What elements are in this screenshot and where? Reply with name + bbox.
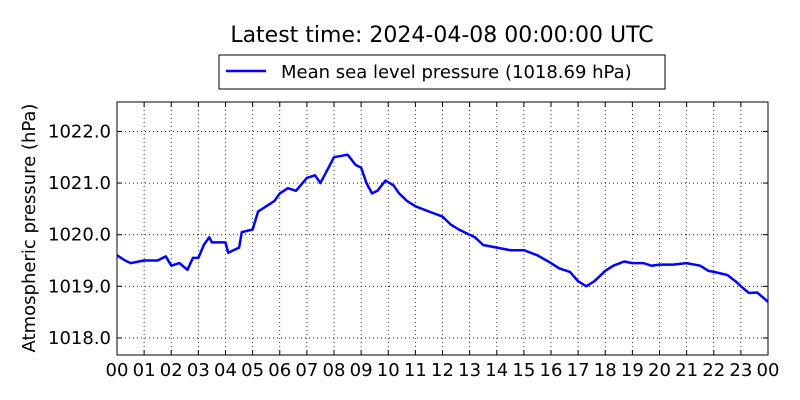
axis-ticks: 00 01 02 03 04 05 06 07 08 09 10 11 12 13 14 15 16 17 18 19…: [48, 102, 779, 381]
series-line-mean-sea-level-pressure: [116, 153, 769, 303]
legend-box: [218, 54, 666, 90]
grid: [116, 102, 769, 355]
y-tick-label: 1018.0: [48, 328, 111, 349]
y-tick-label: 1022.0: [48, 121, 111, 142]
y-tick-label: 1021.0: [48, 173, 111, 194]
chart-title: Latest time: 2024-04-08 00:00:00 UTC: [230, 23, 653, 48]
x-tick-label: 15: [512, 360, 535, 381]
legend: Mean sea level pressure (1018.69 hPa): [218, 54, 666, 90]
x-tick-label: 23: [729, 360, 752, 381]
x-tick-label: 18: [594, 360, 617, 381]
x-tick-label: 06: [268, 360, 291, 381]
y-tick-label: 1019.0: [48, 276, 111, 297]
y-axis-label: Atmospheric pressure (hPa): [19, 104, 40, 353]
x-tick-label: 11: [404, 360, 427, 381]
x-tick-label: 12: [431, 360, 454, 381]
x-tick-label: 14: [485, 360, 508, 381]
x-tick-label: 05: [241, 360, 264, 381]
x-tick-label: 00: [106, 360, 129, 381]
x-tick-label: 04: [214, 360, 237, 381]
x-tick-label: 09: [350, 360, 373, 381]
x-tick-label: 01: [133, 360, 156, 381]
x-tick-label: 19: [621, 360, 644, 381]
x-tick-label: 00: [757, 360, 780, 381]
x-tick-label: 07: [295, 360, 318, 381]
x-tick-label: 21: [675, 360, 698, 381]
x-tick-label: 16: [540, 360, 563, 381]
x-tick-label: 02: [160, 360, 183, 381]
x-tick-label: 10: [377, 360, 400, 381]
plot-frame: [116, 101, 769, 356]
legend-label: Mean sea level pressure (1018.69 hPa): [281, 62, 632, 83]
x-tick-label: 13: [458, 360, 481, 381]
y-tick-label: 1020.0: [48, 225, 111, 246]
x-tick-label: 22: [702, 360, 725, 381]
x-tick-label: 20: [648, 360, 671, 381]
x-tick-label: 03: [187, 360, 210, 381]
x-tick-label: 17: [567, 360, 590, 381]
x-tick-label: 08: [323, 360, 346, 381]
